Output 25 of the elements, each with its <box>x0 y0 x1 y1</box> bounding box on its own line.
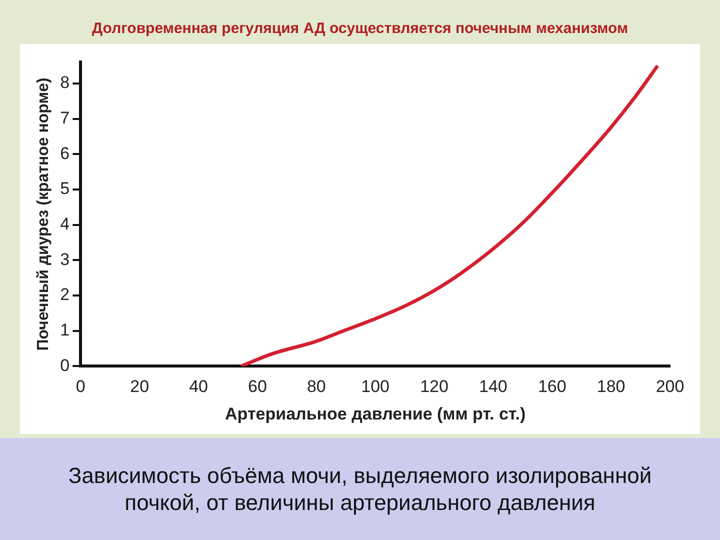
y-tick-label: 6 <box>60 144 70 163</box>
x-tick-label: 200 <box>656 377 684 396</box>
y-tick-label: 3 <box>60 250 70 269</box>
y-axis-title: Почечный диурез (кратное норме) <box>35 78 52 351</box>
line-series <box>239 64 660 366</box>
x-tick-label: 180 <box>596 377 626 396</box>
y-tick-label: 4 <box>60 214 70 234</box>
chart-title: Долговременная регуляция АД осуществляется почечным механизмом <box>90 20 630 37</box>
y-tick-label: 5 <box>60 179 70 198</box>
y-tick-label: 7 <box>60 108 70 128</box>
x-tick-label: 80 <box>306 377 326 396</box>
x-tick-label: 140 <box>479 377 508 396</box>
x-tick-label: 120 <box>420 377 448 396</box>
x-tick-label: 60 <box>248 377 267 396</box>
y-tick-label: 1 <box>60 320 70 340</box>
text: Зависимость объёма мочи, выделяемого изолированной почкой, от величины артериального давления <box>67 462 653 516</box>
y-tick-label: 8 <box>60 73 70 92</box>
x-tick-label: 40 <box>189 377 208 396</box>
y-tick-label: 2 <box>60 285 70 304</box>
x-tick-label: 0 <box>76 377 86 396</box>
x-axis-title: Артериальное давление (мм рт. ст.) <box>225 404 526 424</box>
x-tick-label: 20 <box>130 377 150 396</box>
x-tick-label: 160 <box>538 377 566 396</box>
x-tick-label: 100 <box>361 377 390 396</box>
y-tick-label: 0 <box>60 356 70 375</box>
